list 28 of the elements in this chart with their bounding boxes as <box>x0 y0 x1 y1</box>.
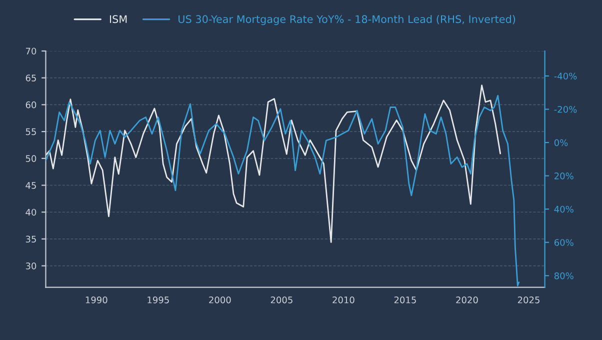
x-tick-label: 1995 <box>148 296 169 304</box>
x-tick-label: 2010 <box>332 296 354 304</box>
line-series <box>46 94 520 286</box>
x-tick-label: 2005 <box>270 296 292 304</box>
y2-tick-label: -20% <box>554 106 577 113</box>
y-tick-label: 70 <box>26 48 36 55</box>
x-tick-label: 2000 <box>209 296 231 304</box>
y2-tick-label: 60% <box>554 239 574 246</box>
x-tick-label: 2025 <box>518 296 540 304</box>
line-series <box>46 84 502 243</box>
x-tick-label: 2020 <box>456 296 478 304</box>
y2-tick-label: 20% <box>554 172 574 180</box>
y-tick-label: 40 <box>26 208 36 216</box>
legend-label: ISM <box>110 15 127 24</box>
y2-tick-label: -40% <box>554 72 577 80</box>
y-tick-label: 55 <box>26 128 36 136</box>
y-tick-label: 50 <box>26 155 36 162</box>
y-tick-label: 60 <box>26 101 36 108</box>
y2-tick-label: 40% <box>554 206 574 213</box>
y-tick-label: 65 <box>26 74 36 82</box>
x-tick-label: 1990 <box>86 296 108 304</box>
y2-tick-label: 0% <box>554 139 568 146</box>
legend-label: US 30-Year Mortgage Rate YoY% - 18-Month Lead (RHS, Inverted) <box>178 15 516 26</box>
y-tick-label: 30 <box>26 262 36 270</box>
y-tick-label: 35 <box>26 236 36 243</box>
x-tick-label: 2015 <box>394 296 416 304</box>
y-tick-label: 45 <box>26 182 36 189</box>
y2-tick-label: 80% <box>554 272 574 280</box>
